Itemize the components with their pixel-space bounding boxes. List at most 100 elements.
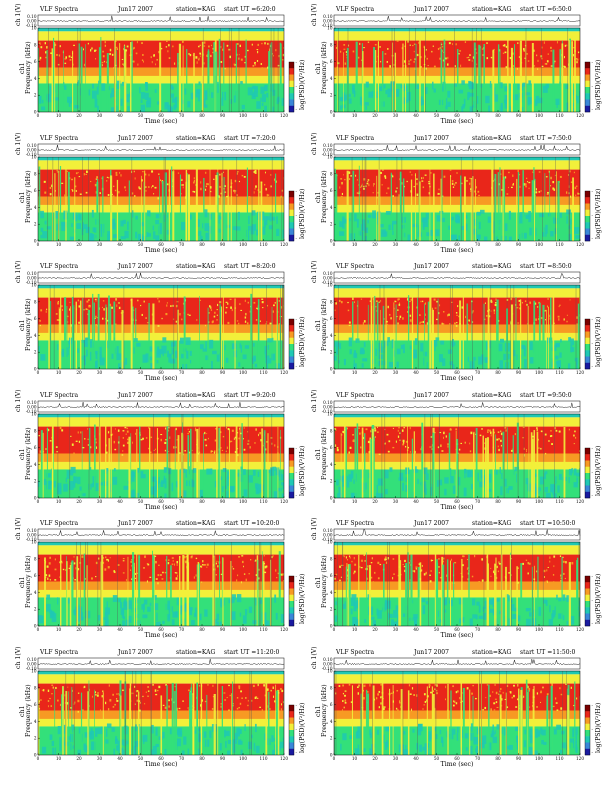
waveform-tick-label: 0.10: [27, 528, 37, 533]
panel-station: station=KAG: [176, 263, 215, 270]
y-tick-label: 4: [330, 333, 333, 338]
colorbar-tick-label: -: [296, 493, 298, 498]
colorbar-tick-label: -: [296, 621, 298, 626]
x-tick-label: 40: [117, 756, 123, 761]
colorbar-segment: [585, 234, 590, 241]
panel-station: station=KAG: [176, 649, 215, 656]
colorbar-segment: [585, 582, 590, 589]
x-tick-label: 120: [280, 113, 288, 118]
x-tick-label: 10: [352, 756, 358, 761]
y-tick-label: 4: [34, 333, 37, 338]
colorbar-segment: [289, 613, 294, 620]
colorbar-tick-label: -: [592, 60, 594, 65]
waveform-tick-label: 0.00: [27, 661, 37, 666]
x-tick-label: 20: [76, 370, 82, 375]
y-tick-label: 6: [330, 702, 333, 707]
waveform-tick-label: -0.10: [26, 665, 37, 670]
x-tick-label: 40: [413, 113, 419, 118]
waveform-line: [333, 529, 581, 537]
colorbar-segment: [289, 723, 294, 730]
x-tick-label: 40: [413, 370, 419, 375]
colorbar-segment: [289, 491, 294, 498]
colorbar-segment: [289, 485, 294, 492]
x-tick-label: 60: [454, 370, 460, 375]
x-tick-label: 40: [413, 242, 419, 247]
y-axis-label: Frequency (kHz): [321, 684, 328, 737]
colorbar-segment: [289, 344, 294, 351]
x-tick-label: 10: [56, 370, 62, 375]
colorbar-frame: [584, 447, 591, 498]
colorbar-segment: [289, 472, 294, 479]
colorbar-segment: [585, 362, 590, 370]
panel-heading: VLF Spectra: [335, 6, 375, 13]
colorbar-segment: [289, 742, 294, 749]
colorbar-segment: [289, 362, 294, 370]
spectrogram-svg: VLF Spectra Jun17 2007 station=KAG start UT…: [311, 133, 602, 254]
waveform-tick-label: 0.00: [27, 532, 37, 537]
x-tick-label: 80: [199, 627, 205, 632]
x-tick-label: 10: [56, 756, 62, 761]
x-tick-label: 20: [372, 242, 378, 247]
x-tick-label: 0: [37, 242, 40, 247]
colorbar-segment: [289, 99, 294, 106]
colorbar-tick-label: -: [296, 726, 298, 731]
waveform-frame: [333, 271, 581, 284]
x-axis-label: Time (sec): [145, 504, 178, 511]
x-tick-label: 20: [372, 499, 378, 504]
waveform-tick-label: 0.10: [27, 142, 37, 147]
spectrogram-image: [38, 542, 284, 626]
spectrogram-image: [38, 413, 284, 498]
colorbar-label: log(PSD)(V²/Hz): [595, 702, 602, 752]
x-tick-label: 0: [37, 370, 40, 375]
colorbar-segment: [289, 93, 294, 100]
x-tick-label: 70: [179, 113, 185, 118]
colorbar-segment: [289, 203, 294, 210]
y-tick-label: 0: [330, 495, 333, 500]
y-tick-label: 10: [327, 154, 333, 159]
y-tick-label: 4: [34, 76, 37, 81]
y-axis-label: Frequency (kHz): [25, 427, 32, 480]
x-axis-label: Time (sec): [145, 375, 178, 382]
colorbar-segment: [289, 460, 294, 467]
y-tick-label: 4: [330, 590, 333, 595]
y-tick-label: 0: [34, 367, 37, 372]
colorbar-segment: [585, 350, 590, 357]
colorbar-segment: [585, 80, 590, 88]
x-tick-label: 30: [393, 756, 399, 761]
waveform-tick-label: 0.00: [323, 275, 333, 280]
waveform-axis-label: ch 1(V): [311, 518, 318, 540]
y-tick-label: 8: [34, 171, 37, 176]
spectrogram-panel: VLF Spectra Jun17 2007 station=KAG start UT…: [304, 133, 604, 261]
colorbar-segment: [289, 62, 294, 69]
channel-label: ch1: [315, 577, 322, 588]
x-tick-label: 0: [333, 113, 336, 118]
colorbar-segment: [289, 68, 294, 75]
y-tick-label: 4: [330, 204, 333, 209]
waveform-frame: [37, 657, 285, 669]
spectrogram-image: [334, 28, 580, 112]
x-tick-label: 50: [434, 627, 440, 632]
y-tick-label: 2: [330, 607, 333, 612]
y-axis-label: Frequency (kHz): [25, 684, 32, 737]
spectrogram-panel: VLF Spectra Jun17 2007 station=KAG start UT…: [304, 647, 604, 775]
colorbar-segment: [585, 215, 590, 222]
panel-date: Jun17 2007: [117, 135, 153, 142]
x-tick-label: 20: [76, 113, 82, 118]
colorbar-segment: [585, 710, 590, 718]
colorbar-segment: [585, 68, 590, 75]
x-tick-label: 120: [280, 242, 288, 247]
y-tick-label: 0: [330, 110, 333, 115]
colorbar-label: log(PSD)(V²/Hz): [299, 574, 306, 624]
colorbar-segment: [289, 196, 294, 204]
channel-label: ch1: [315, 448, 322, 459]
colorbar-segment: [585, 704, 590, 711]
waveform-tick-label: 0.10: [323, 271, 333, 276]
colorbar-tick-label: -: [592, 107, 594, 112]
colorbar-segment: [289, 74, 294, 81]
waveform-axis-label: ch 1(V): [311, 133, 318, 155]
colorbar-segment: [585, 607, 590, 614]
x-tick-label: 100: [535, 499, 543, 504]
waveform-frame: [37, 528, 285, 541]
x-tick-label: 110: [260, 627, 268, 632]
